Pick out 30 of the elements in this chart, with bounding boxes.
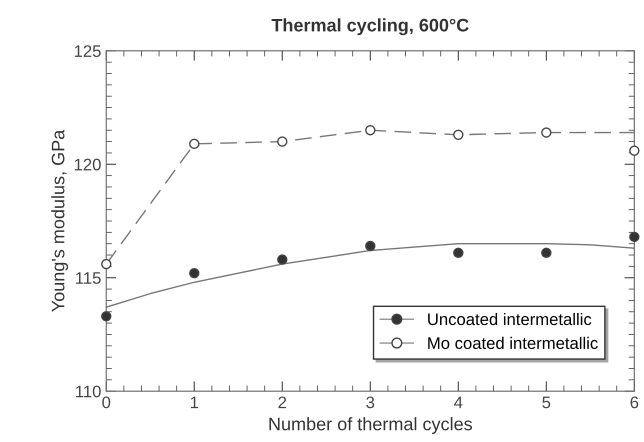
point (541, 127, 552, 138)
point (365, 125, 376, 136)
point (101, 311, 112, 322)
x-tick-label: 5 (542, 396, 550, 408)
point (277, 254, 288, 265)
x-axis-title: Number of thermal cycles (269, 417, 472, 434)
y-tick-label: 125 (74, 45, 101, 58)
point (629, 145, 640, 156)
x-tick-label: 0 (102, 396, 110, 408)
y-tick-label: 120 (74, 158, 101, 170)
point (453, 248, 464, 258)
chart-title: Thermal cycling, 600°C (272, 18, 469, 36)
y-axis-title: Young's modulus, GPa (51, 130, 68, 312)
x-tick-label: 4 (454, 396, 462, 408)
legend-label: Mo coated intermetallic (428, 336, 598, 350)
y-tick-label: 110 (76, 386, 101, 398)
y-tick-label: 115 (76, 272, 101, 284)
x-tick-label: 2 (278, 396, 286, 408)
point (629, 232, 640, 242)
x-tick-label: 1 (190, 396, 198, 408)
point (365, 240, 376, 252)
legend-label: Uncoated intermetallic (428, 312, 592, 326)
point (189, 268, 200, 278)
x-tick-label: 3 (366, 396, 374, 408)
point (189, 138, 200, 150)
point (541, 248, 552, 258)
x-tick-label: 6 (630, 396, 638, 408)
point (453, 130, 464, 140)
point (101, 258, 112, 270)
point (277, 136, 288, 147)
